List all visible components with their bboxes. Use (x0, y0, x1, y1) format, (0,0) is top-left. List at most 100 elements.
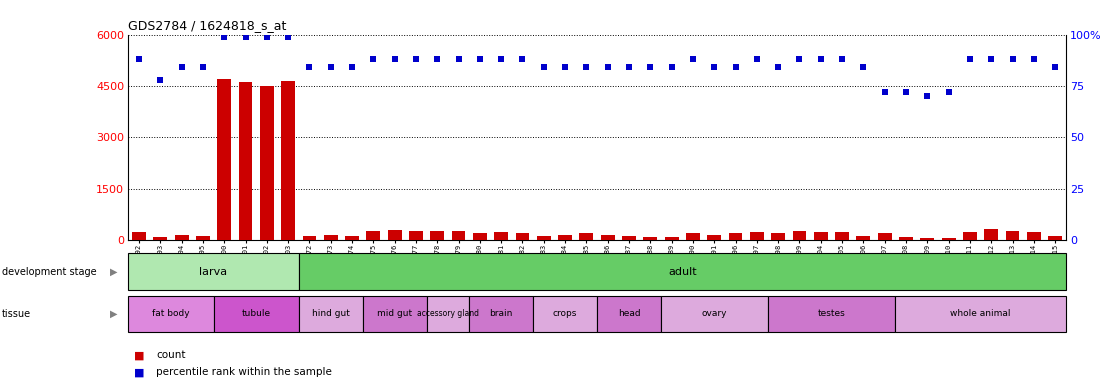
Bar (387, 230, 402, 240)
Point (599, 65, 617, 71)
Point (173, 65, 191, 71)
Text: testes: testes (818, 310, 845, 318)
Bar (895, 296, 1066, 332)
Point (876, 89, 894, 95)
Text: crops: crops (552, 310, 577, 318)
Point (940, 89, 958, 95)
Bar (792, 231, 807, 240)
Point (790, 56, 808, 62)
Text: development stage: development stage (2, 266, 97, 277)
Bar (516, 233, 529, 240)
Point (705, 65, 723, 71)
Point (300, 65, 318, 71)
Point (279, 33, 297, 40)
Bar (597, 296, 661, 332)
Bar (600, 235, 615, 240)
Point (684, 56, 702, 62)
Bar (128, 296, 213, 332)
Bar (661, 296, 768, 332)
Bar (302, 235, 316, 240)
Point (513, 56, 531, 62)
Point (321, 65, 339, 71)
Point (769, 65, 787, 71)
Text: head: head (617, 310, 641, 318)
Point (194, 65, 212, 71)
Bar (856, 236, 870, 240)
Point (152, 77, 170, 83)
Point (748, 56, 766, 62)
Bar (533, 296, 597, 332)
Bar (239, 82, 252, 240)
Bar (835, 232, 849, 240)
Point (620, 65, 638, 71)
Point (897, 89, 915, 95)
Bar (345, 236, 359, 240)
Bar (473, 233, 487, 240)
Point (343, 65, 360, 71)
Text: tissue: tissue (2, 309, 31, 319)
Point (834, 56, 852, 62)
Text: ■: ■ (134, 367, 144, 377)
Bar (814, 232, 828, 240)
Point (918, 93, 936, 99)
Point (131, 56, 148, 62)
Point (1024, 56, 1042, 62)
Bar (942, 238, 955, 240)
Bar (153, 237, 167, 240)
Bar (410, 231, 423, 240)
Text: GDS2784 / 1624818_s_at: GDS2784 / 1624818_s_at (128, 19, 287, 32)
Point (855, 65, 873, 71)
Bar (218, 79, 231, 240)
Text: ▶: ▶ (109, 266, 117, 277)
Bar (963, 232, 976, 240)
Text: whole animal: whole animal (951, 310, 1011, 318)
Point (386, 56, 404, 62)
Point (811, 56, 829, 62)
Bar (708, 235, 721, 240)
Text: adult: adult (668, 266, 696, 277)
Text: larva: larva (200, 266, 228, 277)
Point (727, 65, 744, 71)
Point (429, 56, 446, 62)
Text: count: count (156, 350, 185, 360)
Point (1003, 56, 1021, 62)
Bar (128, 253, 299, 290)
Text: tubule: tubule (241, 310, 271, 318)
Point (237, 33, 254, 40)
Bar (750, 232, 763, 240)
Point (961, 56, 979, 62)
Text: brain: brain (490, 310, 513, 318)
Bar (899, 237, 913, 240)
Point (471, 56, 489, 62)
Bar (1048, 236, 1062, 240)
Bar (984, 229, 998, 240)
Bar (281, 81, 295, 240)
Bar (363, 296, 426, 332)
Bar (494, 232, 508, 240)
Bar (426, 296, 469, 332)
Text: mid gut: mid gut (377, 310, 412, 318)
Bar (213, 296, 299, 332)
Point (450, 56, 468, 62)
Bar (537, 235, 550, 240)
Bar (1006, 231, 1019, 240)
Point (215, 33, 233, 40)
Bar (366, 231, 381, 240)
Bar (324, 235, 338, 240)
Point (535, 65, 552, 71)
Point (1046, 65, 1064, 71)
Text: fat body: fat body (152, 310, 190, 318)
Point (663, 65, 681, 71)
Bar (299, 253, 1066, 290)
Bar (469, 296, 533, 332)
Point (407, 56, 425, 62)
Text: accessory gland: accessory gland (417, 310, 479, 318)
Bar (921, 238, 934, 240)
Text: percentile rank within the sample: percentile rank within the sample (156, 367, 333, 377)
Bar (878, 233, 892, 240)
Point (577, 65, 595, 71)
Point (642, 65, 660, 71)
Bar (175, 235, 189, 240)
Text: hind gut: hind gut (311, 310, 349, 318)
Bar (579, 233, 594, 240)
